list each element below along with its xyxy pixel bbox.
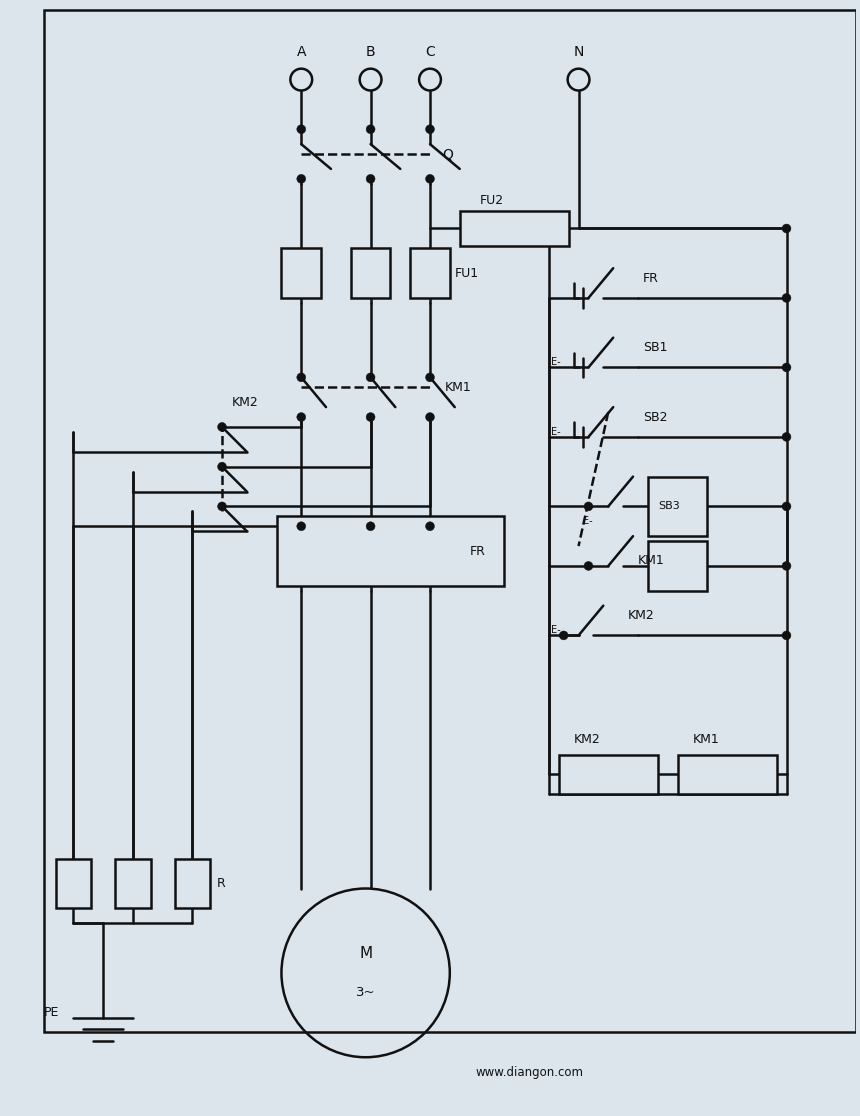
Circle shape bbox=[419, 69, 441, 90]
Bar bbox=[281, 249, 321, 298]
Text: E-: E- bbox=[550, 427, 561, 437]
Circle shape bbox=[782, 432, 791, 441]
Text: E-: E- bbox=[550, 625, 561, 635]
Circle shape bbox=[359, 69, 382, 90]
Circle shape bbox=[297, 413, 305, 422]
Bar bbox=[410, 249, 450, 298]
Text: KM1: KM1 bbox=[638, 555, 665, 567]
Text: E-: E- bbox=[550, 357, 561, 367]
Circle shape bbox=[218, 502, 226, 511]
Circle shape bbox=[426, 373, 434, 382]
Circle shape bbox=[782, 561, 791, 570]
Text: SB1: SB1 bbox=[643, 341, 667, 354]
Text: PE: PE bbox=[44, 1007, 59, 1019]
Bar bbox=[460, 211, 568, 247]
Circle shape bbox=[366, 125, 375, 134]
Text: M: M bbox=[359, 945, 372, 961]
Text: www.diangon.com: www.diangon.com bbox=[475, 1066, 583, 1079]
Circle shape bbox=[366, 522, 375, 531]
Circle shape bbox=[426, 413, 434, 422]
Text: R: R bbox=[217, 877, 226, 891]
Circle shape bbox=[218, 462, 226, 471]
Bar bbox=[648, 477, 707, 536]
Circle shape bbox=[559, 631, 568, 639]
Bar bbox=[678, 754, 777, 795]
Bar bbox=[648, 541, 707, 590]
Circle shape bbox=[366, 373, 375, 382]
Bar bbox=[559, 754, 658, 795]
Circle shape bbox=[584, 561, 593, 570]
Text: Q: Q bbox=[442, 147, 452, 161]
Circle shape bbox=[297, 373, 305, 382]
Bar bbox=[351, 249, 390, 298]
Circle shape bbox=[218, 423, 226, 432]
Text: 3~: 3~ bbox=[356, 987, 376, 999]
Circle shape bbox=[291, 69, 312, 90]
Circle shape bbox=[366, 174, 375, 183]
Text: SB2: SB2 bbox=[643, 411, 667, 424]
Circle shape bbox=[426, 522, 434, 531]
Text: N: N bbox=[574, 45, 584, 59]
Bar bbox=[175, 858, 210, 908]
Text: KM2: KM2 bbox=[232, 396, 259, 408]
Circle shape bbox=[584, 502, 593, 511]
Text: FR: FR bbox=[470, 545, 486, 558]
Bar bbox=[56, 858, 91, 908]
Circle shape bbox=[297, 522, 305, 531]
Text: B: B bbox=[366, 45, 376, 59]
Bar bbox=[115, 858, 150, 908]
Text: KM1: KM1 bbox=[445, 381, 471, 394]
Text: FR: FR bbox=[643, 271, 659, 285]
Circle shape bbox=[782, 224, 791, 233]
Text: FU1: FU1 bbox=[455, 267, 479, 280]
Text: FU2: FU2 bbox=[480, 194, 504, 208]
Text: KM1: KM1 bbox=[692, 733, 719, 747]
Circle shape bbox=[426, 125, 434, 134]
Circle shape bbox=[297, 174, 305, 183]
Circle shape bbox=[782, 502, 791, 511]
Circle shape bbox=[366, 413, 375, 422]
Text: SB3: SB3 bbox=[658, 501, 679, 511]
Text: C: C bbox=[425, 45, 435, 59]
Circle shape bbox=[568, 69, 589, 90]
Text: E-: E- bbox=[583, 517, 593, 527]
Circle shape bbox=[426, 174, 434, 183]
Text: KM2: KM2 bbox=[628, 609, 654, 622]
Text: KM2: KM2 bbox=[574, 733, 600, 747]
Circle shape bbox=[297, 125, 305, 134]
Circle shape bbox=[281, 888, 450, 1057]
Circle shape bbox=[782, 294, 791, 302]
Circle shape bbox=[782, 631, 791, 639]
Circle shape bbox=[782, 363, 791, 372]
Bar bbox=[277, 517, 504, 586]
Text: A: A bbox=[297, 45, 306, 59]
